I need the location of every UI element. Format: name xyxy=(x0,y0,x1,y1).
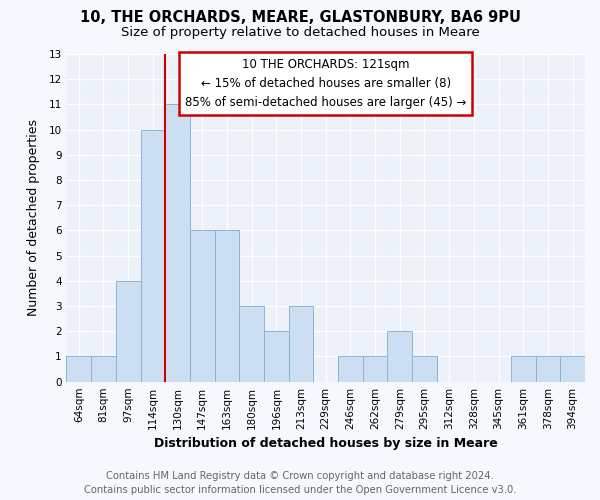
Y-axis label: Number of detached properties: Number of detached properties xyxy=(27,120,40,316)
Text: 10, THE ORCHARDS, MEARE, GLASTONBURY, BA6 9PU: 10, THE ORCHARDS, MEARE, GLASTONBURY, BA… xyxy=(79,10,521,25)
Bar xyxy=(67,356,91,382)
Bar xyxy=(560,356,585,382)
Bar xyxy=(363,356,388,382)
Bar xyxy=(412,356,437,382)
Bar xyxy=(239,306,264,382)
Bar xyxy=(190,230,215,382)
Bar xyxy=(289,306,313,382)
Bar xyxy=(264,332,289,382)
Text: Size of property relative to detached houses in Meare: Size of property relative to detached ho… xyxy=(121,26,479,39)
Bar xyxy=(536,356,560,382)
Bar xyxy=(338,356,363,382)
X-axis label: Distribution of detached houses by size in Meare: Distribution of detached houses by size … xyxy=(154,437,497,450)
Bar xyxy=(511,356,536,382)
Text: 10 THE ORCHARDS: 121sqm
← 15% of detached houses are smaller (8)
85% of semi-det: 10 THE ORCHARDS: 121sqm ← 15% of detache… xyxy=(185,58,466,109)
Bar xyxy=(215,230,239,382)
Bar xyxy=(165,104,190,382)
Text: Contains HM Land Registry data © Crown copyright and database right 2024.
Contai: Contains HM Land Registry data © Crown c… xyxy=(84,471,516,495)
Bar xyxy=(91,356,116,382)
Bar xyxy=(388,332,412,382)
Bar xyxy=(140,130,165,382)
Bar xyxy=(116,281,140,382)
